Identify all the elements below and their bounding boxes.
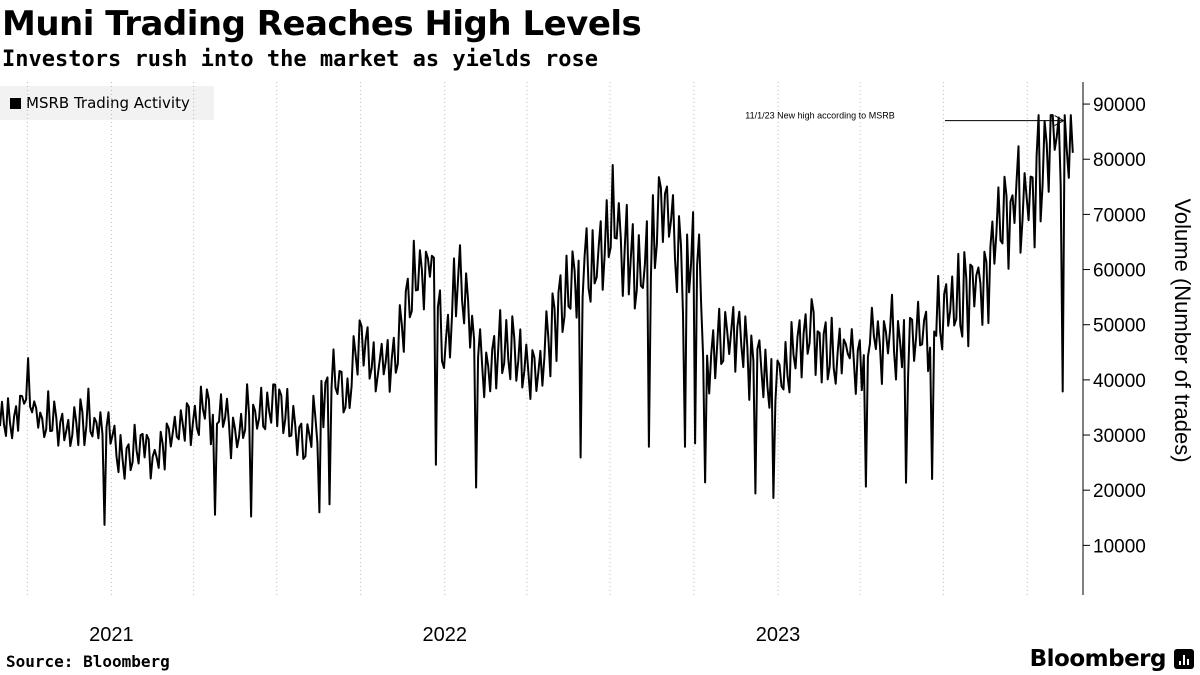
x-tick-label: 2023: [756, 624, 801, 646]
y-tick-label: 90000: [1093, 95, 1146, 116]
y-tick-label: 40000: [1093, 371, 1146, 392]
y-axis-title: Volume (Number of trades): [1170, 198, 1195, 462]
y-tick-label: 50000: [1093, 316, 1146, 337]
y-tick-label: 30000: [1093, 426, 1146, 447]
chart-title: Muni Trading Reaches High Levels: [2, 4, 642, 44]
y-tick-label: 10000: [1093, 536, 1146, 557]
annotation-label: 11/1/23 New high according to MSRB: [745, 111, 894, 121]
y-tick-label: 20000: [1093, 481, 1146, 502]
chart-subtitle: Investors rush into the market as yields…: [2, 47, 599, 72]
bloomberg-chart-icon: [1174, 649, 1194, 669]
y-tick-label: 60000: [1093, 261, 1146, 282]
x-tick-label: 2021: [89, 624, 134, 646]
x-tick-label: 2022: [422, 624, 467, 646]
series-line-msrb: [0, 114, 1074, 526]
source-note: Source: Bloomberg: [6, 652, 170, 671]
y-tick-label: 80000: [1093, 150, 1146, 171]
brand-logo-text: Bloomberg: [1029, 646, 1167, 672]
annotation-arrowhead: [1054, 115, 1065, 127]
legend-swatch: [10, 97, 21, 109]
legend-label: MSRB Trading Activity: [26, 94, 190, 112]
chart-legend: MSRB Trading Activity: [0, 86, 214, 120]
y-tick-label: 70000: [1093, 205, 1146, 226]
